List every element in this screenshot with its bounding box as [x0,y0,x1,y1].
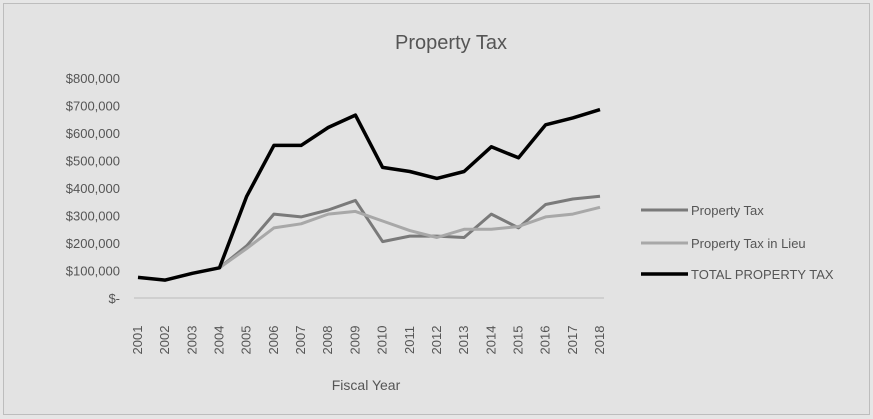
y-tick-label: $400,000 [66,181,120,196]
y-tick-label: $200,000 [66,236,120,251]
y-tick-label: $300,000 [66,209,120,224]
y-tick-label: $600,000 [66,126,120,141]
y-tick-label: $100,000 [66,264,120,279]
x-tick-label: 2003 [184,326,199,355]
x-tick-label: 2011 [402,326,417,354]
x-axis-label: Fiscal Year [332,377,401,393]
chart-frame: Property Tax $-$100,000$200,000$300,000$… [3,3,870,415]
x-tick-label: 2015 [510,326,525,355]
y-tick-label: $- [108,291,120,306]
x-tick-label: 2006 [266,326,281,355]
x-tick-label: 2007 [293,326,308,355]
legend-label: Property Tax [691,203,764,218]
x-tick-label: 2014 [483,326,498,355]
x-tick-label: 2017 [565,326,580,355]
line-chart: Property Tax $-$100,000$200,000$300,000$… [4,4,869,414]
x-tick-label: 2004 [212,326,227,355]
x-tick-label: 2010 [375,326,390,355]
x-tick-label: 2009 [347,326,362,355]
series-lines [138,110,600,281]
x-tick-label: 2012 [429,326,444,355]
x-tick-label: 2016 [538,326,553,355]
x-tick-label: 2008 [320,326,335,355]
y-tick-label: $700,000 [66,99,120,114]
legend: Property Tax Property Tax in Lieu TOTAL PR… [641,203,834,282]
y-tick-label: $800,000 [66,71,120,86]
y-tick-label: $500,000 [66,154,120,169]
y-axis-ticks: $- $100,000 $200,000 $300,000 $400,000 $500,0… [66,71,120,306]
x-tick-label: 2013 [456,326,471,355]
legend-label: Property Tax in Lieu [691,236,806,251]
x-tick-label: 2002 [157,326,172,355]
x-axis-ticks: 2001 2002 2003 2004 2005 2006 2007 2008 2009 2010… [130,326,607,355]
x-tick-label: 2018 [592,326,607,355]
series-line [138,110,600,281]
x-tick-label: 2001 [130,326,145,355]
x-tick-label: 2005 [239,326,254,355]
chart-title: Property Tax [395,32,507,54]
legend-label: TOTAL PROPERTY TAX [691,267,834,282]
